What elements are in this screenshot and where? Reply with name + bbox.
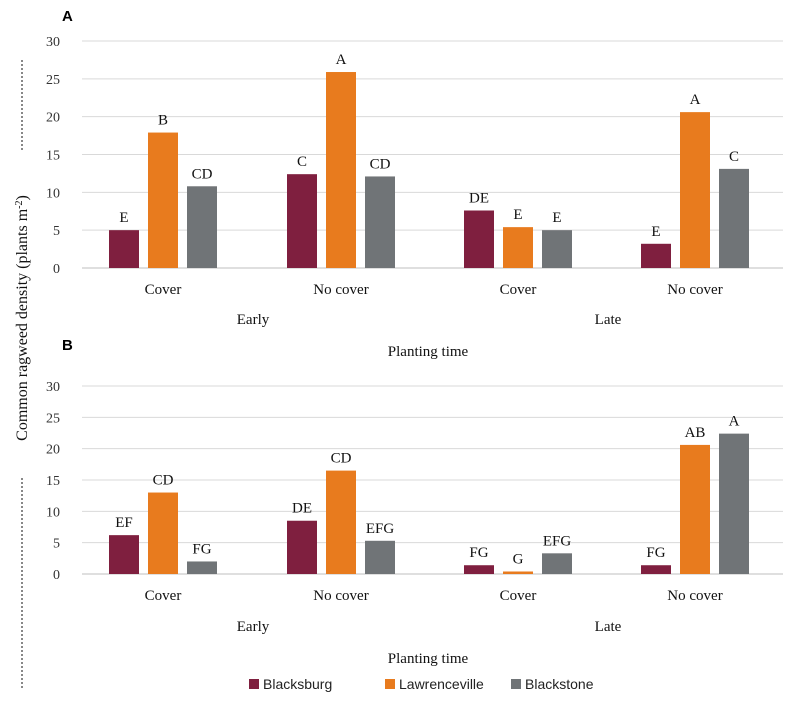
y-tick-label: 20 — [46, 443, 60, 458]
category-label: Cover — [500, 588, 537, 604]
bar-blackstone-4 — [719, 433, 749, 574]
data-label: CD — [153, 473, 174, 489]
bar-lawrenceville-2 — [326, 72, 356, 268]
bar-blackstone-3 — [542, 230, 572, 268]
bar-blackstone-2 — [365, 540, 395, 574]
data-label: FG — [646, 545, 665, 561]
bar-lawrenceville-3 — [503, 227, 533, 268]
data-label: E — [119, 210, 128, 226]
bar-blackstone-1 — [187, 186, 217, 268]
data-label: CD — [331, 451, 352, 467]
data-label: E — [513, 207, 522, 223]
bar-blackstone-1 — [187, 561, 217, 574]
data-label: E — [651, 224, 660, 240]
bar-blackstone-3 — [542, 553, 572, 574]
y-tick-label: 25 — [46, 73, 60, 88]
y-tick-label: 10 — [46, 186, 60, 201]
y-tick-label: 0 — [53, 568, 60, 583]
data-label: A — [690, 92, 701, 108]
category-label: Cover — [145, 282, 182, 298]
bar-lawrenceville-4 — [680, 112, 710, 268]
bar-blacksburg-2 — [287, 520, 317, 574]
legend: Blacksburg Lawrenceville Blackstone — [249, 676, 594, 692]
bar-blacksburg-4 — [641, 243, 671, 268]
bar-lawrenceville-1 — [148, 492, 178, 574]
data-label: FG — [192, 541, 211, 557]
y-tick-label: 15 — [46, 474, 60, 489]
data-label: A — [336, 52, 347, 68]
legend-label-lawrenceville: Lawrenceville — [399, 676, 484, 692]
legend-label-blacksburg: Blacksburg — [263, 676, 332, 692]
data-label: C — [729, 149, 739, 165]
bar-lawrenceville-4 — [680, 444, 710, 574]
y-tick-label: 5 — [53, 224, 60, 239]
panel-b-x-title: Planting time — [388, 651, 469, 667]
panel-b-label: B — [62, 337, 73, 354]
category-label: No cover — [667, 282, 722, 298]
data-label: CD — [192, 166, 213, 182]
data-label: EFG — [543, 533, 572, 549]
bar-blackstone-2 — [365, 176, 395, 268]
bar-lawrenceville-2 — [326, 470, 356, 574]
y-axis-title-group: Common ragweed density (plants m-2) — [14, 60, 32, 690]
chart-panels: 0 5 10 15 20 25 30 E B CD Cover C A CD No cover DE E E Cov… — [46, 35, 783, 635]
group-label: Late — [595, 619, 622, 635]
data-label: E — [552, 210, 561, 226]
y-tick-label: 10 — [46, 505, 60, 520]
bar-lawrenceville-3 — [503, 571, 533, 574]
data-label: G — [513, 551, 524, 567]
data-label: EFG — [366, 521, 395, 537]
group-label: Early — [237, 619, 270, 635]
data-label: B — [158, 113, 168, 129]
y-axis-title: Common ragweed density (plants m-2) — [14, 195, 32, 441]
bar-blackstone-4 — [719, 168, 749, 268]
category-label: Cover — [145, 588, 182, 604]
bar-blacksburg-1 — [109, 230, 139, 268]
group-label: Early — [237, 312, 270, 328]
panel-a-label: A — [62, 8, 73, 25]
category-label: No cover — [313, 588, 368, 604]
bar-blacksburg-1 — [109, 535, 139, 574]
chart-panel-b: 0 5 10 15 20 25 30 EF CD FG Cover DE CD EFG No cover FG… — [46, 380, 783, 635]
data-label: A — [729, 414, 740, 430]
data-label: AB — [685, 425, 706, 441]
y-tick-label: 20 — [46, 111, 60, 126]
y-tick-label: 30 — [46, 35, 60, 50]
data-label: DE — [292, 501, 312, 517]
data-label: DE — [469, 190, 489, 206]
bar-blacksburg-3 — [464, 210, 494, 268]
category-label: No cover — [667, 588, 722, 604]
legend-swatch-blackstone — [511, 679, 521, 689]
group-label: Late — [595, 312, 622, 328]
bar-blacksburg-2 — [287, 174, 317, 268]
bar-blacksburg-3 — [464, 565, 494, 574]
y-tick-label: 0 — [53, 262, 60, 277]
legend-swatch-lawrenceville — [385, 679, 395, 689]
y-tick-label: 5 — [53, 537, 60, 552]
legend-swatch-blacksburg — [249, 679, 259, 689]
data-label: CD — [370, 156, 391, 172]
category-label: Cover — [500, 282, 537, 298]
y-tick-label: 30 — [46, 380, 60, 395]
data-label: FG — [469, 545, 488, 561]
y-tick-label: 25 — [46, 411, 60, 426]
panel-a-x-title: Planting time — [388, 344, 469, 360]
legend-label-blackstone: Blackstone — [525, 676, 594, 692]
chart-panel-a: 0 5 10 15 20 25 30 E B CD Cover C A CD No cover DE E E Cov… — [46, 35, 783, 328]
data-label: C — [297, 154, 307, 170]
y-tick-label: 15 — [46, 149, 60, 164]
data-label: EF — [115, 515, 133, 531]
bar-blacksburg-4 — [641, 565, 671, 574]
category-label: No cover — [313, 282, 368, 298]
bar-lawrenceville-1 — [148, 132, 178, 268]
